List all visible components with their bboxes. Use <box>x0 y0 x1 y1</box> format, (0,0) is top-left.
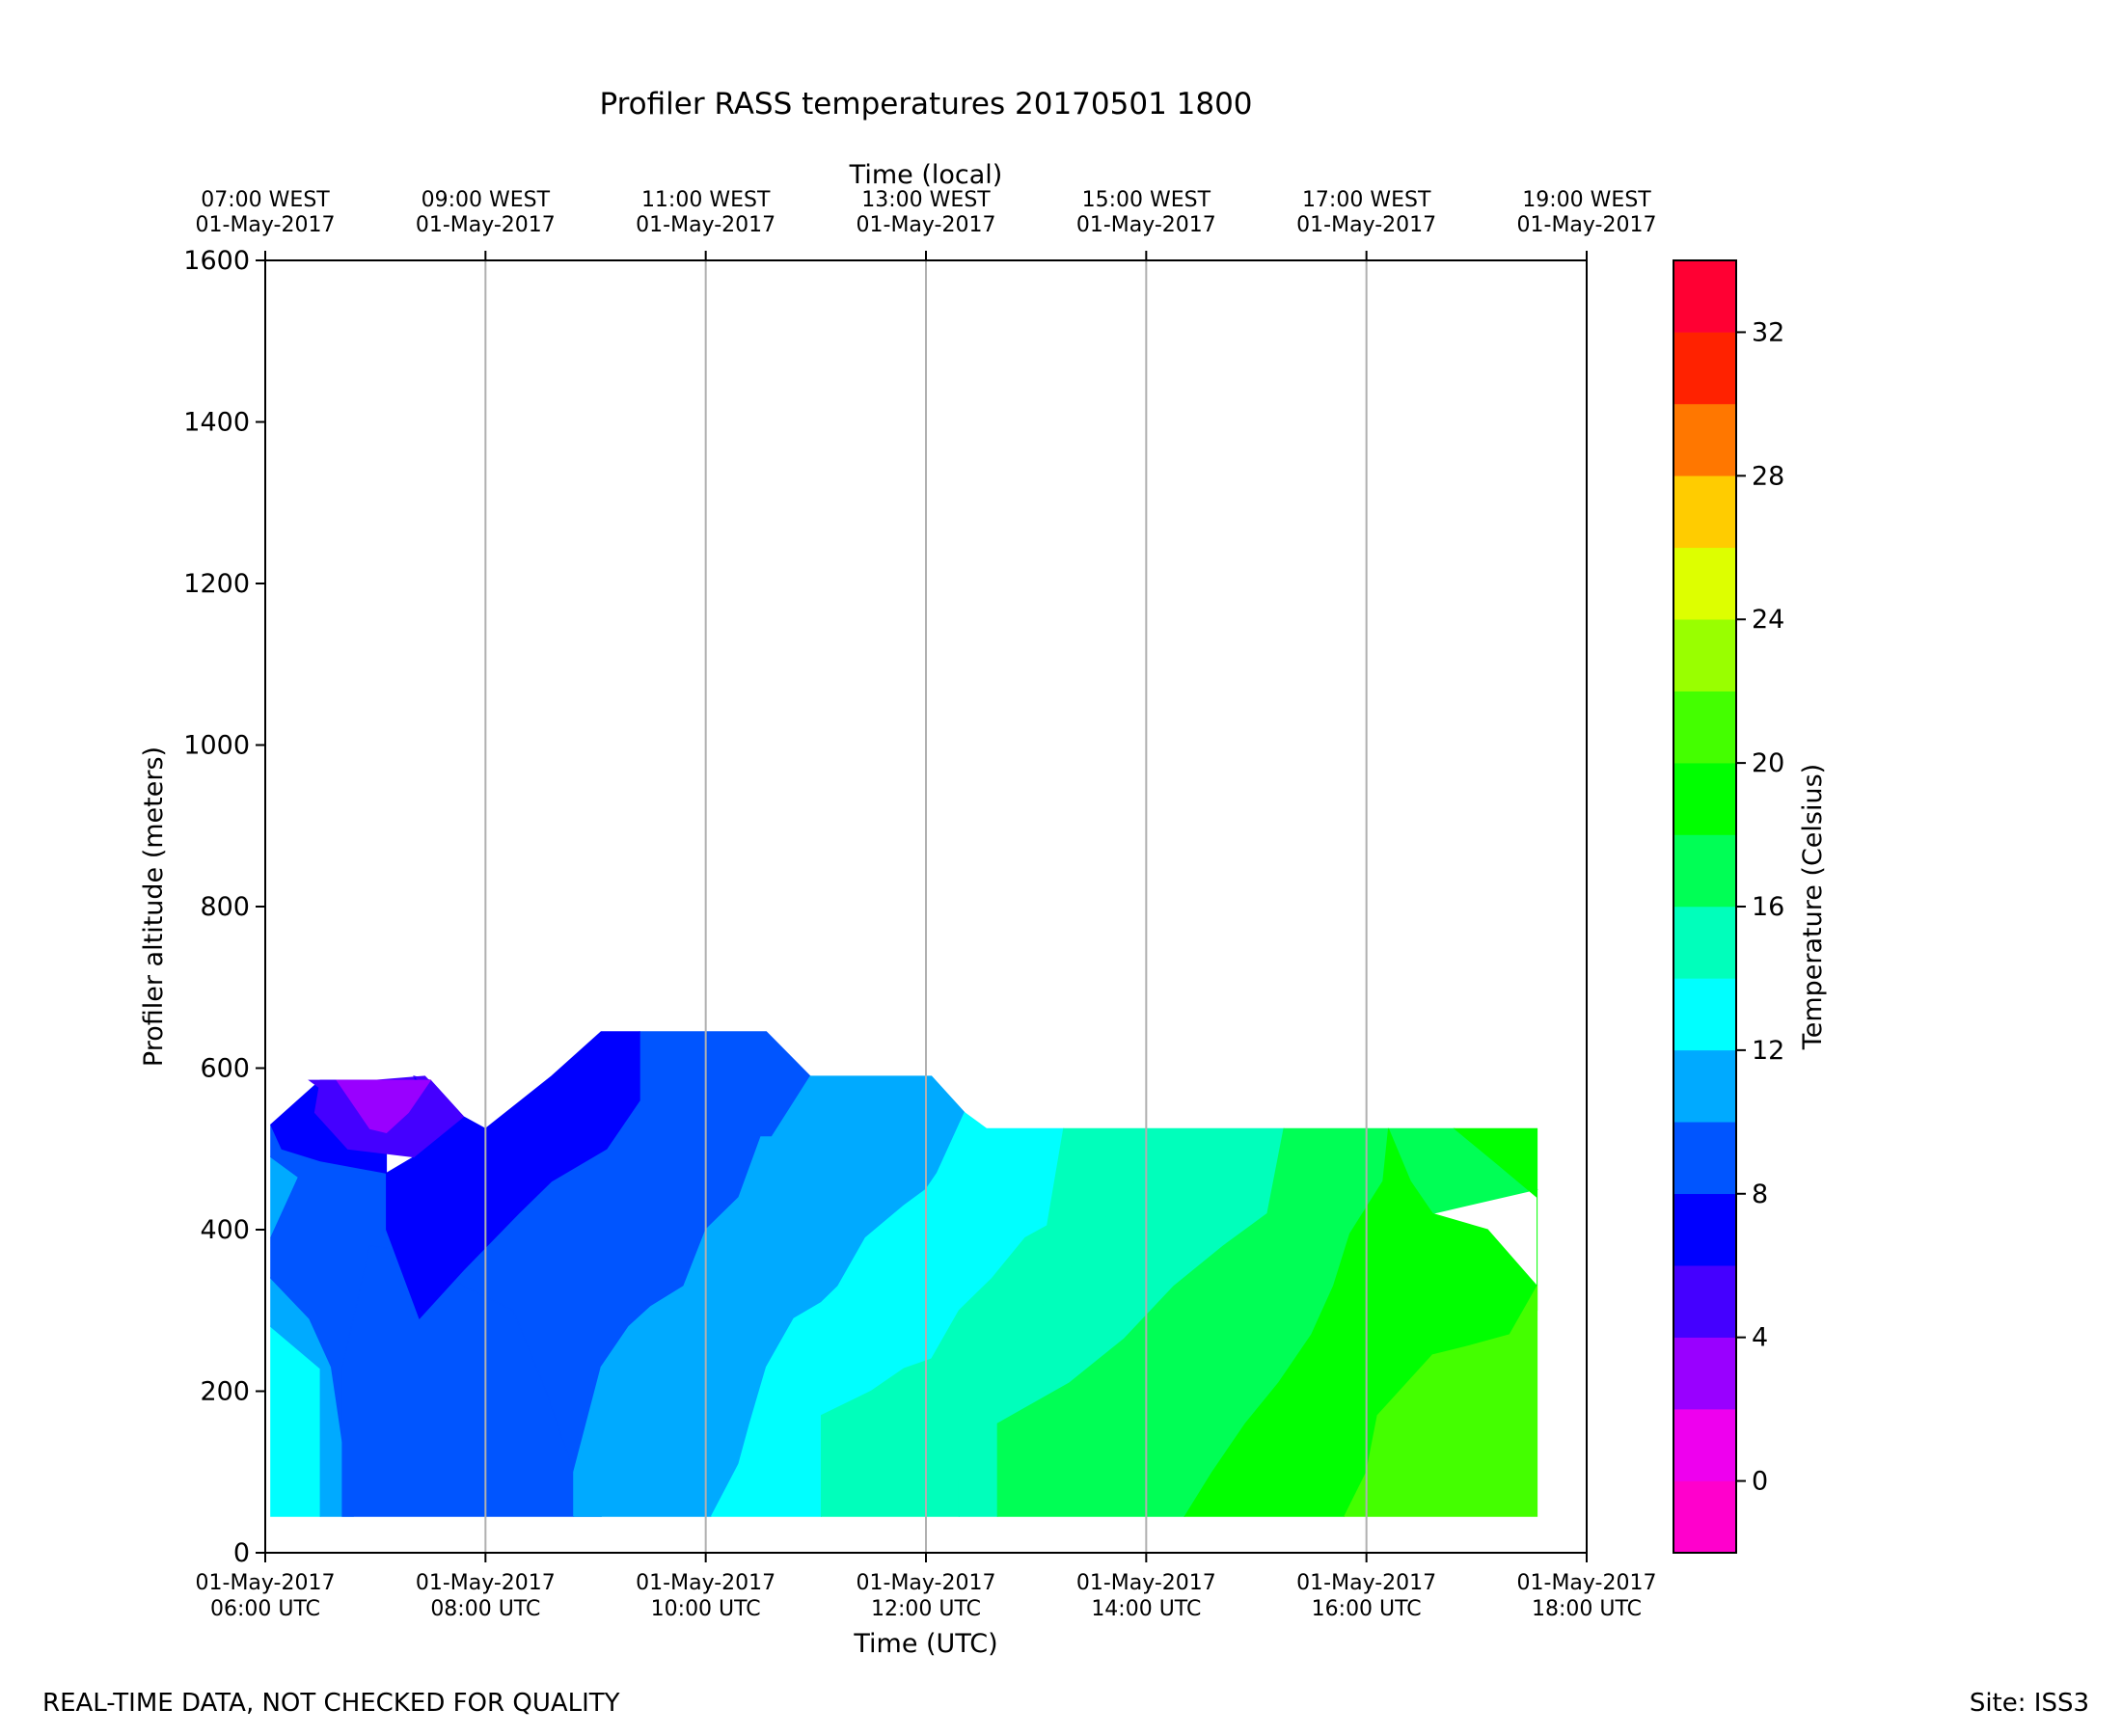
contour-region-20c-18 <box>1343 1284 1538 1517</box>
colorbar-level-4 <box>1673 1264 1737 1338</box>
colorbar-level-24 <box>1673 547 1737 620</box>
chart-title: Profiler RASS temperatures 20170501 1800 <box>599 87 1252 122</box>
x-tick-label-date: 01-May-2017 <box>857 1571 996 1595</box>
y-axis-label: Profiler altitude (meters) <box>139 746 169 1067</box>
colorbar-level-18 <box>1673 762 1737 835</box>
y-tick-label: 1600 <box>183 246 250 276</box>
colorbar-tick-label: 28 <box>1752 461 1784 491</box>
x-tick-label-date: 01-May-2017 <box>416 1571 556 1595</box>
colorbar-tick-label: 32 <box>1752 317 1784 347</box>
x2-tick-label-time: 09:00 WEST <box>422 188 551 212</box>
y-tick-label: 1400 <box>183 408 250 438</box>
x2-tick-label-time: 17:00 WEST <box>1302 188 1431 212</box>
x-tick-label-date: 01-May-2017 <box>1296 1571 1436 1595</box>
x-tick-label-time: 10:00 UTC <box>651 1597 761 1621</box>
colorbar-level-16 <box>1673 834 1737 908</box>
y-tick-label: 1200 <box>183 569 250 599</box>
colorbar: 0 4 8 12 16 20 24 28 32 <box>1673 259 1784 1554</box>
y-tick-label: 400 <box>200 1215 250 1245</box>
contour-regions <box>270 1031 1538 1517</box>
colorbar-level-2 <box>1673 1337 1737 1410</box>
x2-tick-label-time: 07:00 WEST <box>201 188 330 212</box>
x-tick-label-time: 12:00 UTC <box>871 1597 981 1621</box>
colorbar-tick-label: 8 <box>1752 1180 1768 1209</box>
x-tick-label-time: 16:00 UTC <box>1312 1597 1422 1621</box>
x2-tick-label-date: 01-May-2017 <box>196 213 336 237</box>
colorbar-level-14 <box>1673 906 1737 979</box>
y-tick-label: 600 <box>200 1054 250 1084</box>
x-tick-label-time: 08:00 UTC <box>430 1597 540 1621</box>
x-tick-label-date: 01-May-2017 <box>636 1571 775 1595</box>
x2-tick-label-date: 01-May-2017 <box>1296 213 1436 237</box>
x2-tick-label-date: 01-May-2017 <box>857 213 996 237</box>
colorbar-level-30 <box>1673 332 1737 405</box>
y-axis: 0 200 400 600 800 1000 1200 1400 1600 <box>183 246 265 1568</box>
x-axis-label: Time (UTC) <box>853 1629 997 1659</box>
x-tick-label-time: 06:00 UTC <box>210 1597 320 1621</box>
contour-region-2c-9 <box>336 1079 432 1134</box>
colorbar-level-28 <box>1673 403 1737 476</box>
colorbar-tick-label: 0 <box>1752 1467 1768 1497</box>
x2-tick-label-date: 01-May-2017 <box>636 213 775 237</box>
colorbar-level-32 <box>1673 259 1737 333</box>
colorbar-tick-label: 16 <box>1752 892 1784 922</box>
x2-tick-label-time: 19:00 WEST <box>1522 188 1651 212</box>
colorbar-level-26 <box>1673 475 1737 549</box>
y-tick-label: 800 <box>200 892 250 922</box>
colorbar-tick-label: 24 <box>1752 605 1784 635</box>
gridlines <box>484 260 1368 1553</box>
colorbar-tick-label: 12 <box>1752 1036 1784 1066</box>
colorbar-level-20 <box>1673 691 1737 764</box>
colorbar-label: Temperature (Celsius) <box>1798 764 1828 1050</box>
colorbar-tick-label: 4 <box>1752 1323 1768 1353</box>
colorbar-level-10 <box>1673 1049 1737 1123</box>
x-tick-label-date: 01-May-2017 <box>1517 1571 1657 1595</box>
x2-tick-label-time: 13:00 WEST <box>861 188 991 212</box>
x-tick-label-time: 14:00 UTC <box>1091 1597 1201 1621</box>
colorbar-level-22 <box>1673 618 1737 692</box>
colorbar-tick-label: 20 <box>1752 748 1784 778</box>
y-tick-label: 200 <box>200 1377 250 1407</box>
x-tick-label-date: 01-May-2017 <box>196 1571 336 1595</box>
footer-quality-note: REAL-TIME DATA, NOT CHECKED FOR QUALITY <box>42 1689 620 1718</box>
x2-tick-label-time: 15:00 WEST <box>1082 188 1211 212</box>
y-tick-label: 0 <box>233 1538 250 1568</box>
colorbar-level-8 <box>1673 1122 1737 1195</box>
x2-axis-label: Time (local) <box>849 160 1003 190</box>
colorbar-level-12 <box>1673 978 1737 1051</box>
x2-tick-label-date: 01-May-2017 <box>416 213 556 237</box>
x-tick-label-time: 18:00 UTC <box>1532 1597 1642 1621</box>
colorbar-level-0 <box>1673 1408 1737 1481</box>
x2-tick-label-time: 11:00 WEST <box>641 188 771 212</box>
x2-tick-label-date: 01-May-2017 <box>1517 213 1657 237</box>
x2-tick-label-date: 01-May-2017 <box>1076 213 1216 237</box>
y-tick-label: 1000 <box>183 731 250 761</box>
colorbar-level--2 <box>1673 1480 1737 1554</box>
x-tick-label-date: 01-May-2017 <box>1076 1571 1216 1595</box>
colorbar-level-6 <box>1673 1193 1737 1266</box>
footer-site: Site: ISS3 <box>1970 1689 2089 1718</box>
